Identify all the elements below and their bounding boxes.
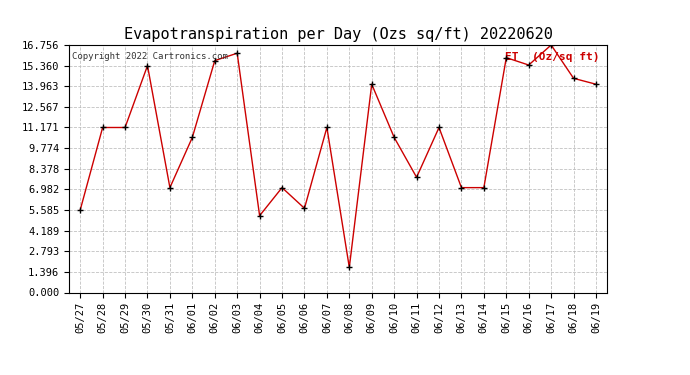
Text: Copyright 2022 Cartronics.com: Copyright 2022 Cartronics.com: [72, 53, 228, 62]
Text: ET  (Oz/sq ft): ET (Oz/sq ft): [504, 53, 599, 62]
Title: Evapotranspiration per Day (Ozs sq/ft) 20220620: Evapotranspiration per Day (Ozs sq/ft) 2…: [124, 27, 553, 42]
